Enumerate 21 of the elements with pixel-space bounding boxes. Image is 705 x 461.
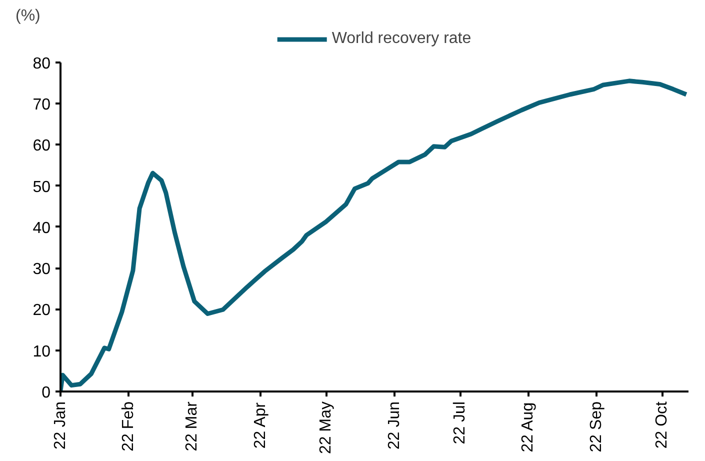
y-tick-label: 60 [32,138,51,155]
y-tick-label: 50 [32,178,51,196]
x-tick-label: 22 Feb [120,401,138,452]
y-tick-label: 40 [32,220,51,237]
x-tick-label: 22 Jun [386,401,403,450]
x-tick-label: 22 Jul [452,401,469,444]
x-tick-label: 22 Oct [654,400,671,449]
x-tick-label: 22 May [318,402,335,454]
y-tick-label: 80 [32,55,51,72]
x-tick-label: 22 Mar [184,400,201,452]
y-tick-label: 0 [42,384,51,402]
x-tick-label: 22 Apr [252,402,269,449]
y-axis-title: (%) [16,8,40,24]
x-tick-label: 22 Jan [52,401,69,450]
x-tick-label: 22 Aug [520,402,537,452]
legend-label: World recovery rate [332,30,472,48]
y-tick-label: 70 [32,96,51,114]
y-tick-label: 10 [32,343,51,360]
y-tick-label: 20 [32,302,51,320]
x-tick-label: 22 Sep [588,401,605,452]
y-tick-label: 30 [32,261,51,278]
